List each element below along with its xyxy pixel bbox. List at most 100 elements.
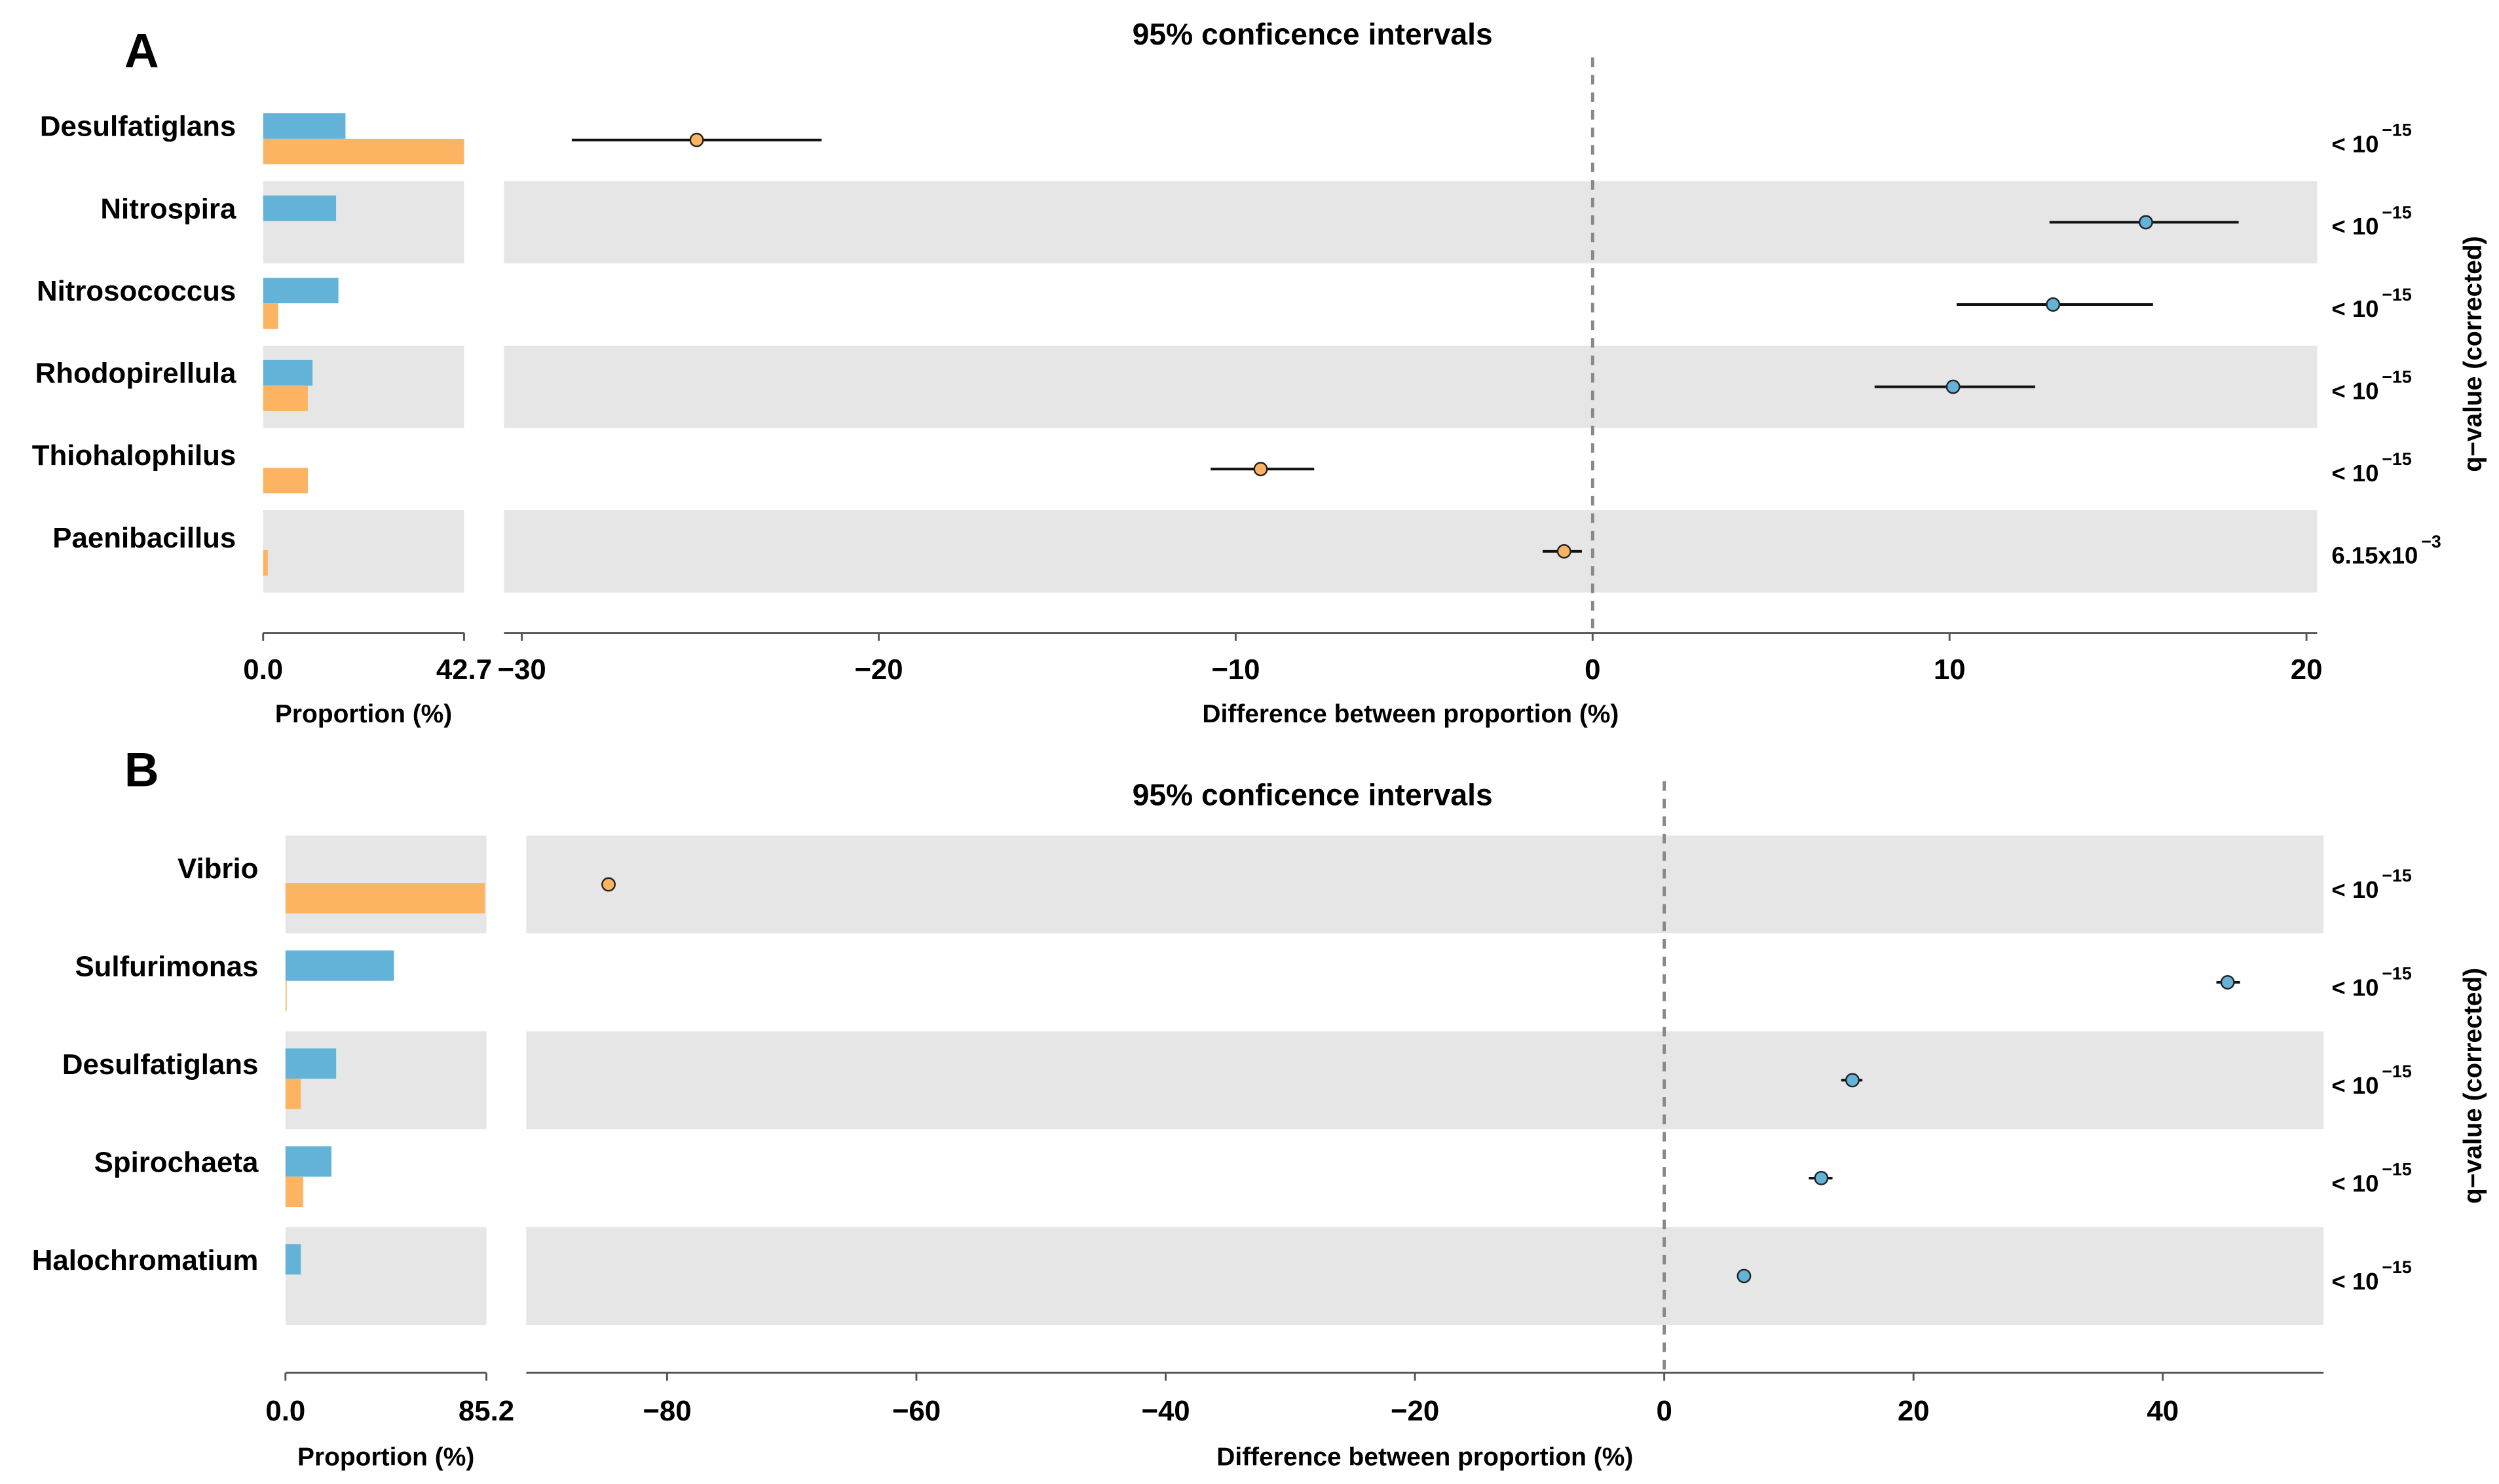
- q-value-label: < 10−15: [2331, 866, 2411, 902]
- diff-tick-label: −30: [497, 654, 546, 686]
- q-value-label: < 10−15: [2331, 449, 2411, 486]
- ci-point-nitrosococcus: [2046, 297, 2061, 312]
- prop-bar-group2-nitrosococcus: [263, 303, 278, 329]
- prop-bar-group1-sulfurimonas: [285, 950, 394, 981]
- prop-bar-group1-desulfatiglans: [285, 1048, 337, 1079]
- prop-bar-group1-spirochaeta: [285, 1146, 332, 1177]
- ci-point-halochromatium: [1737, 1269, 1752, 1284]
- prop-band-1: [263, 181, 464, 264]
- q-value-label: < 10−15: [2331, 964, 2411, 1001]
- chart-title: 95% conficence intervals: [1133, 17, 1493, 51]
- prop-bar-group2-vibrio: [285, 883, 485, 914]
- diff-tick-label: 40: [2147, 1395, 2179, 1427]
- prop-bar-group2-paenibacillus: [263, 549, 268, 576]
- diff-tick-label: −10: [1211, 654, 1260, 686]
- prop-bar-group1-desulfatiglans: [263, 113, 346, 139]
- q-value-label: < 10−15: [2331, 285, 2411, 322]
- prop-axis-title: Proportion (%): [275, 700, 452, 728]
- prop-axis-title: Proportion (%): [297, 1443, 474, 1471]
- category-label: Nitrospira: [100, 193, 236, 225]
- q-value-main: < 10: [2331, 1170, 2378, 1196]
- q-value-label: < 10−15: [2331, 1062, 2411, 1098]
- q-value-exponent: −15: [2382, 1160, 2412, 1179]
- ci-point-vibrio: [601, 877, 616, 892]
- diff-band-5: [504, 510, 2318, 593]
- q-value-label: < 10−15: [2331, 1160, 2411, 1196]
- q-value-main: < 10: [2331, 974, 2378, 1001]
- panel-label: A: [124, 24, 159, 77]
- ci-point-paenibacillus: [1556, 544, 1571, 559]
- q-value-label: < 10−15: [2331, 1257, 2411, 1294]
- q-value-label: < 10−15: [2331, 202, 2411, 239]
- q-value-label: < 10−15: [2331, 367, 2411, 404]
- q-value-main: < 10: [2331, 213, 2378, 240]
- q-value-label: 6.15x10−3: [2331, 532, 2441, 568]
- prop-band-2: [285, 1031, 487, 1130]
- chart-title: 95% conficence intervals: [1133, 777, 1493, 811]
- diff-band-3: [504, 345, 2318, 428]
- q-value-axis-title: q−value (corrected): [2459, 236, 2487, 472]
- category-label: Spirochaeta: [94, 1147, 259, 1179]
- prop-tick-label: 0.0: [243, 654, 283, 686]
- category-label: Desulfatiglans: [40, 111, 236, 143]
- q-value-exponent: −15: [2382, 285, 2412, 305]
- panel-b: B 95% conficence intervals Vibrio Sulfurimo…: [32, 743, 2488, 1471]
- q-value-exponent: −15: [2382, 121, 2412, 140]
- q-value-main: < 10: [2331, 295, 2378, 322]
- prop-bar-group2-sulfurimonas: [285, 980, 287, 1012]
- diff-band-1: [504, 181, 2318, 264]
- q-value-exponent: −15: [2382, 1257, 2412, 1277]
- q-value-main: < 10: [2331, 460, 2378, 487]
- panel-a: A 95% conficence intervals Desulfatiglans N…: [32, 17, 2487, 728]
- diff-tick-label: −80: [643, 1395, 691, 1427]
- diff-tick-label: 10: [1934, 654, 1966, 686]
- prop-bar-group1-nitrospira: [263, 195, 337, 221]
- ci-point-spirochaeta: [1814, 1170, 1829, 1185]
- prop-bar-group2-thiohalophilus: [263, 468, 308, 494]
- diff-tick-label: −40: [1141, 1395, 1190, 1427]
- q-value-exponent: −3: [2421, 532, 2441, 551]
- diff-band-2: [526, 1031, 2324, 1130]
- prop-bar-group2-rhodopirellula: [263, 385, 308, 411]
- diff-axis-title: Difference between proportion (%): [1216, 1443, 1633, 1471]
- q-value-label: < 10−15: [2331, 121, 2411, 157]
- diff-band-0: [526, 835, 2324, 934]
- diff-tick-label: −60: [892, 1395, 941, 1427]
- q-value-axis-title: q−value (corrected): [2459, 968, 2487, 1204]
- prop-band-4: [285, 1227, 487, 1326]
- q-value-main: < 10: [2331, 1072, 2378, 1099]
- q-value-exponent: −15: [2382, 449, 2412, 469]
- q-value-exponent: −15: [2382, 866, 2412, 885]
- prop-bar-group2-desulfatiglans: [285, 1079, 301, 1109]
- category-label: Halochromatium: [32, 1244, 259, 1276]
- q-value-main: < 10: [2331, 876, 2378, 903]
- diff-tick-label: −20: [854, 654, 903, 686]
- ci-point-thiohalophilus: [1253, 462, 1268, 477]
- panel-label: B: [124, 743, 159, 796]
- diff-tick-label: 0: [1585, 654, 1600, 686]
- prop-bar-group1-halochromatium: [285, 1244, 301, 1275]
- diff-tick-label: 20: [1898, 1395, 1930, 1427]
- prop-bar-group1-rhodopirellula: [263, 360, 313, 386]
- category-label: Vibrio: [178, 853, 258, 885]
- category-label: Desulfatiglans: [62, 1048, 258, 1081]
- category-label: Thiohalophilus: [32, 439, 236, 472]
- category-label: Paenibacillus: [52, 522, 236, 554]
- ci-point-rhodopirellula: [1945, 379, 1961, 394]
- prop-bar-group1-nitrosococcus: [263, 278, 339, 304]
- ci-point-nitrospira: [2138, 215, 2153, 230]
- q-value-main: 6.15x10: [2331, 542, 2418, 568]
- diff-tick-label: 20: [2291, 654, 2323, 686]
- q-value-exponent: −15: [2382, 202, 2412, 222]
- prop-bar-group2-spirochaeta: [285, 1176, 303, 1208]
- diff-tick-label: −20: [1391, 1395, 1439, 1427]
- prop-tick-label: 0.0: [265, 1395, 305, 1427]
- category-label: Nitrosococcus: [37, 275, 236, 307]
- category-label: Rhodopirellula: [35, 358, 236, 390]
- category-label: Sulfurimonas: [75, 951, 258, 983]
- q-value-main: < 10: [2331, 1268, 2378, 1295]
- diff-band-4: [526, 1227, 2324, 1326]
- prop-bar-group2-desulfatiglans: [263, 138, 464, 164]
- ci-point-desulfatiglans: [1845, 1073, 1860, 1088]
